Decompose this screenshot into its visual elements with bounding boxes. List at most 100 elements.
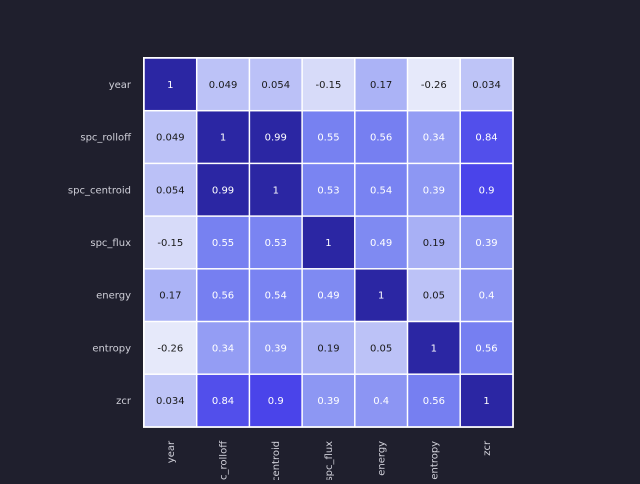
heatmap-cell	[460, 111, 513, 163]
heatmap-cell	[250, 322, 302, 374]
heatmap-cell-label: -0.26	[421, 80, 447, 91]
x-tick-label: c_rolloff	[219, 440, 230, 480]
heatmap-cell-label: 1	[167, 80, 173, 91]
heatmap-cell	[408, 58, 460, 110]
heatmap-cell	[250, 164, 302, 216]
heatmap-cell-label: 0.9	[268, 396, 284, 407]
heatmap-cells	[143, 57, 514, 428]
heatmap-cell	[408, 322, 460, 374]
heatmap-cell	[250, 58, 302, 110]
heatmap-cell	[460, 164, 513, 216]
heatmap-cell-label: 0.17	[159, 291, 181, 302]
y-axis-tick-labels: year spc_rolloff spc_centroid spc_fluxenerg…	[68, 80, 132, 407]
y-tick-label: zcr	[116, 396, 132, 407]
heatmap-cell	[460, 374, 513, 427]
heatmap-cell	[408, 216, 460, 269]
heatmap-cell-label: 0.56	[370, 133, 392, 144]
heatmap-cell-label: 0.56	[475, 343, 497, 354]
heatmap-cell-label: 0.49	[370, 238, 392, 249]
heatmap-cell	[408, 111, 460, 163]
heatmap-cell	[250, 216, 302, 269]
heatmap-cell	[460, 322, 513, 374]
heatmap-cell	[197, 58, 249, 110]
heatmap-cell-label: 0.49	[317, 291, 339, 302]
heatmap-cell-label: 0.4	[373, 396, 389, 407]
heatmap-cell	[197, 374, 249, 427]
heatmap-cell-label: 0.054	[261, 80, 290, 91]
heatmap-cell-label: 0.39	[317, 396, 339, 407]
heatmap-cell	[144, 111, 196, 163]
heatmap-cell-label: 0.54	[370, 185, 392, 196]
heatmap-cell-label: 0.56	[423, 396, 445, 407]
heatmap-cell-label: 0.34	[423, 133, 445, 144]
heatmap-cell-label: 0.39	[475, 238, 497, 249]
heatmap-cell-label: 0.05	[423, 291, 445, 302]
heatmap-cell-label: 0.19	[317, 343, 339, 354]
x-tick-label: centroid	[271, 441, 282, 480]
heatmap-cell	[144, 164, 196, 216]
heatmap-cell-label: 0.84	[212, 396, 234, 407]
heatmap-cell	[144, 322, 196, 374]
heatmap-cell	[197, 164, 249, 216]
y-tick-label: year	[109, 80, 132, 91]
heatmap-cell-label: -0.15	[316, 80, 342, 91]
heatmap-cell-label: 0.034	[472, 80, 501, 91]
heatmap-cell-label: 0.39	[423, 185, 445, 196]
heatmap-cell	[250, 374, 302, 427]
heatmap-cell-label: 0.53	[317, 185, 339, 196]
x-tick-label: spc_flux	[324, 441, 335, 480]
heatmap-cell-label: 0.54	[265, 291, 287, 302]
heatmap-cell-label: 0.55	[317, 133, 339, 144]
y-tick-label: entropy	[92, 343, 131, 354]
heatmap-cell	[144, 58, 196, 110]
heatmap-cell	[302, 269, 355, 321]
heatmap-cell-label: 1	[220, 133, 226, 144]
heatmap-cell	[355, 269, 407, 321]
heatmap-cell-label: 0.34	[212, 343, 234, 354]
heatmap-cell-label: 0.049	[209, 80, 238, 91]
heatmap-cell-label: 1	[273, 185, 279, 196]
heatmap-cell	[302, 216, 355, 269]
heatmap-cell	[408, 269, 460, 321]
heatmap-cell	[408, 374, 460, 427]
heatmap-cell	[302, 322, 355, 374]
heatmap-cell	[144, 216, 196, 269]
heatmap-cell-label: 0.39	[265, 343, 287, 354]
heatmap-cell	[408, 164, 460, 216]
heatmap-cell	[197, 216, 249, 269]
heatmap-cell-label: -0.15	[157, 238, 183, 249]
y-tick-label: spc_flux	[90, 238, 131, 249]
heatmap-cell	[355, 58, 407, 110]
heatmap-cell-label: 0.9	[479, 185, 495, 196]
x-tick-label: energy	[377, 441, 388, 476]
heatmap-cell	[144, 269, 196, 321]
y-tick-label: energy	[96, 291, 131, 302]
x-tick-label: year	[166, 440, 177, 463]
heatmap-cell	[250, 111, 302, 163]
heatmap-cell-label: 0.53	[265, 238, 287, 249]
heatmap-cell-label: 0.054	[156, 185, 185, 196]
heatmap-cell-label: 0.55	[212, 238, 234, 249]
heatmap-cell	[302, 58, 355, 110]
heatmap-cell-label: 1	[483, 396, 489, 407]
heatmap-cell	[302, 374, 355, 427]
heatmap-cell-label: 1	[431, 343, 437, 354]
heatmap-cell	[460, 269, 513, 321]
y-tick-label: spc_centroid	[68, 185, 131, 196]
heatmap-cell-label: 0.17	[370, 80, 392, 91]
heatmap-cell	[355, 374, 407, 427]
heatmap-cell	[197, 111, 249, 163]
x-tick-label: entropy	[429, 441, 440, 480]
heatmap-cell-label: 0.4	[479, 291, 495, 302]
heatmap-cell	[355, 322, 407, 374]
heatmap-cell-label: 0.05	[370, 343, 392, 354]
heatmap-cell	[250, 269, 302, 321]
heatmap-cell-label: 0.049	[156, 133, 185, 144]
heatmap-cell	[197, 322, 249, 374]
heatmap-cell	[144, 374, 196, 427]
heatmap-cell-label: 0.84	[475, 133, 497, 144]
heatmap-cell	[355, 164, 407, 216]
heatmap-cell-label: 0.19	[423, 238, 445, 249]
